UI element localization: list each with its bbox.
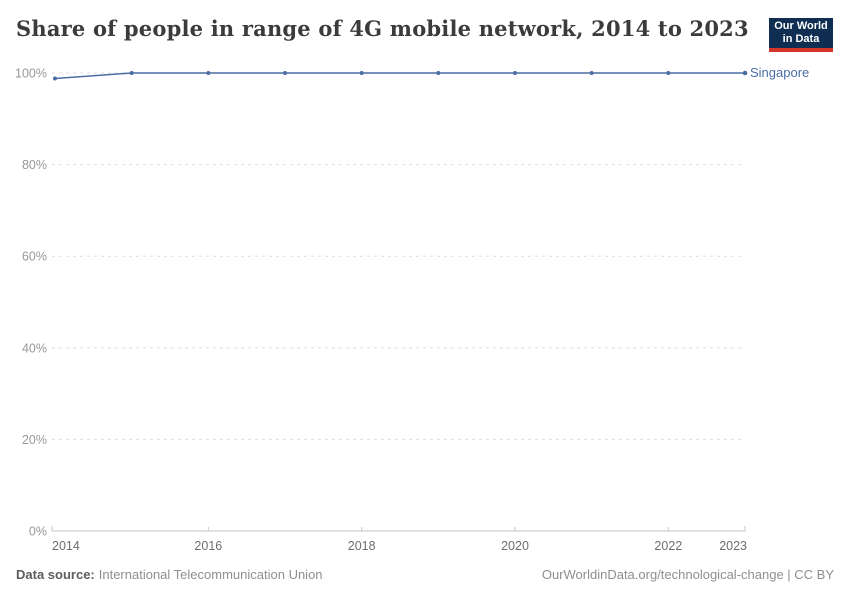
- y-axis-tick-label: 100%: [15, 67, 47, 81]
- owid-logo-line2: in Data: [782, 33, 820, 45]
- data-source-label: Data source:: [16, 567, 95, 582]
- data-point[interactable]: [666, 71, 671, 75]
- line-series-singapore[interactable]: [54, 72, 745, 80]
- x-axis-tick-label: 2014: [52, 539, 80, 553]
- x-axis-tick-label: 2018: [348, 539, 376, 553]
- data-point[interactable]: [359, 71, 364, 75]
- data-source: Data source: International Telecommunicat…: [16, 567, 323, 582]
- owid-logo-line1: Our World: [774, 20, 828, 33]
- data-point[interactable]: [589, 71, 594, 75]
- data-point[interactable]: [129, 71, 134, 75]
- data-point[interactable]: [53, 76, 57, 81]
- data-point[interactable]: [206, 71, 211, 75]
- chart-title: Share of people in range of 4G mobile ne…: [16, 16, 749, 41]
- y-axis-tick-label: 0%: [29, 525, 47, 539]
- owid-logo[interactable]: Our World in Data: [769, 18, 833, 52]
- x-axis-tick-label: 2023: [719, 539, 747, 553]
- credit-link[interactable]: OurWorldinData.org/technological-change …: [541, 567, 834, 582]
- chart-footer: Data source: International Telecommunicat…: [16, 567, 834, 582]
- data-point[interactable]: [742, 70, 748, 76]
- y-axis-tick-label: 80%: [22, 158, 47, 172]
- data-point[interactable]: [513, 71, 517, 75]
- y-axis-tick-label: 20%: [22, 433, 47, 447]
- y-axis-tick-label: 60%: [22, 250, 47, 264]
- x-axis-tick-label: 2022: [654, 539, 682, 553]
- series-label-singapore[interactable]: Singapore: [750, 65, 810, 80]
- data-point[interactable]: [283, 71, 287, 75]
- x-axis-tick-label: 2020: [501, 539, 529, 553]
- data-source-value: International Telecommunication Union: [98, 567, 323, 582]
- x-axis-tick-label: 2016: [194, 539, 222, 553]
- data-point[interactable]: [436, 71, 441, 75]
- y-axis-tick-label: 40%: [22, 341, 47, 355]
